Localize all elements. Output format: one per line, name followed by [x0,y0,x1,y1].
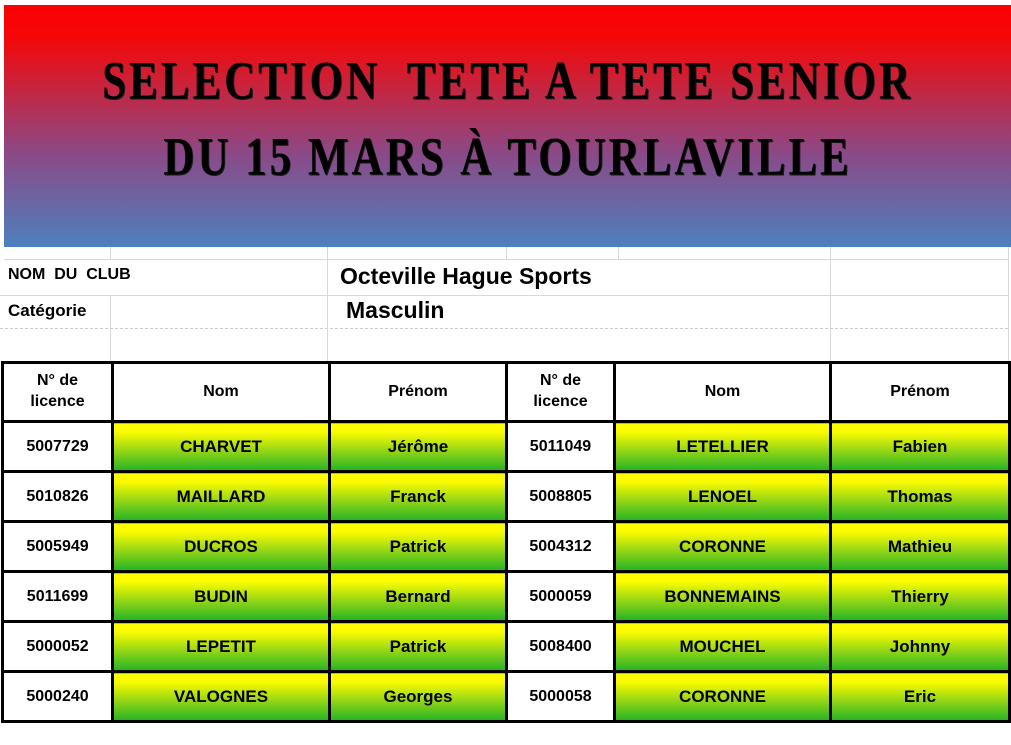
page-break-dashed-line [0,328,1008,329]
licence-cell: 5000058 [505,670,616,723]
col-header-prenom-left: Prénom [328,361,508,423]
licence-cell: 5005949 [1,520,114,573]
licence-cell: 5000240 [1,670,114,723]
table-row: 5000052 LEPETIT Patrick 5008400 MOUCHEL … [1,620,1011,673]
page-title-line1: SELECTION TETE A TETE SENIOR [102,52,913,111]
gridline-horizontal [4,259,1008,260]
header-row: N° de licence Nom Prénom N° de licence N… [1,361,1011,423]
licence-cell: 5007729 [1,420,114,473]
licence-cell: 5011699 [1,570,114,623]
col-header-prenom-right: Prénom [829,361,1011,423]
prenom-cell: Eric [829,670,1011,723]
gridline-vertical [830,247,831,361]
table-row: 5011699 BUDIN Bernard 5000059 BONNEMAINS… [1,570,1011,623]
prenom-cell: Jérôme [328,420,508,473]
nom-cell: LETELLIER [613,420,832,473]
gridline-vertical [1008,247,1009,361]
gridline-vertical [506,247,507,259]
nom-cell: LEPETIT [111,620,331,673]
licence-cell: 5008805 [505,470,616,523]
licence-cell: 5010826 [1,470,114,523]
prenom-cell: Thierry [829,570,1011,623]
col-header-licence-left: N° de licence [1,361,114,423]
table-row: 5007729 CHARVET Jérôme 5011049 LETELLIER… [1,420,1011,473]
nom-cell: CORONNE [613,520,832,573]
prenom-cell: Johnny [829,620,1011,673]
gridline-vertical [327,247,328,361]
table-row: 5010826 MAILLARD Franck 5008805 LENOEL T… [1,470,1011,523]
nom-cell: CORONNE [613,670,832,723]
licence-cell: 5004312 [505,520,616,573]
title-banner: SELECTION TETE A TETE SENIOR DU 15 MARS … [4,5,1011,247]
licence-cell: 5000059 [505,570,616,623]
category-value: Masculin [346,297,445,323]
nom-cell: MOUCHEL [613,620,832,673]
licence-cell: 5000052 [1,620,114,673]
table-row: 5005949 DUCROS Patrick 5004312 CORONNE M… [1,520,1011,573]
nom-cell: BUDIN [111,570,331,623]
nom-cell: CHARVET [111,420,331,473]
club-name-label: NOM DU CLUB [8,266,131,283]
prenom-cell: Franck [328,470,508,523]
col-header-nom-right: Nom [613,361,832,423]
prenom-cell: Fabien [829,420,1011,473]
nom-cell: VALOGNES [111,670,331,723]
gridline-vertical [110,295,111,361]
club-name-value: Octeville Hague Sports [340,263,592,289]
player-roster-table: N° de licence Nom Prénom N° de licence N… [1,361,1011,723]
gridline-vertical [618,247,619,259]
col-header-licence-right: N° de licence [505,361,616,423]
col-header-nom-left: Nom [111,361,331,423]
prenom-cell: Thomas [829,470,1011,523]
nom-cell: DUCROS [111,520,331,573]
table-row: 5000240 VALOGNES Georges 5000058 CORONNE… [1,670,1011,723]
prenom-cell: Mathieu [829,520,1011,573]
nom-cell: LENOEL [613,470,832,523]
gridline-horizontal [0,295,1008,296]
page-title-line2: DU 15 MARS À TOURLAVILLE [163,128,852,187]
prenom-cell: Patrick [328,520,508,573]
licence-cell: 5008400 [505,620,616,673]
prenom-cell: Bernard [328,570,508,623]
nom-cell: BONNEMAINS [613,570,832,623]
prenom-cell: Georges [328,670,508,723]
licence-cell: 5011049 [505,420,616,473]
category-label: Catégorie [8,301,87,320]
prenom-cell: Patrick [328,620,508,673]
nom-cell: MAILLARD [111,470,331,523]
gridline-vertical [110,247,111,259]
